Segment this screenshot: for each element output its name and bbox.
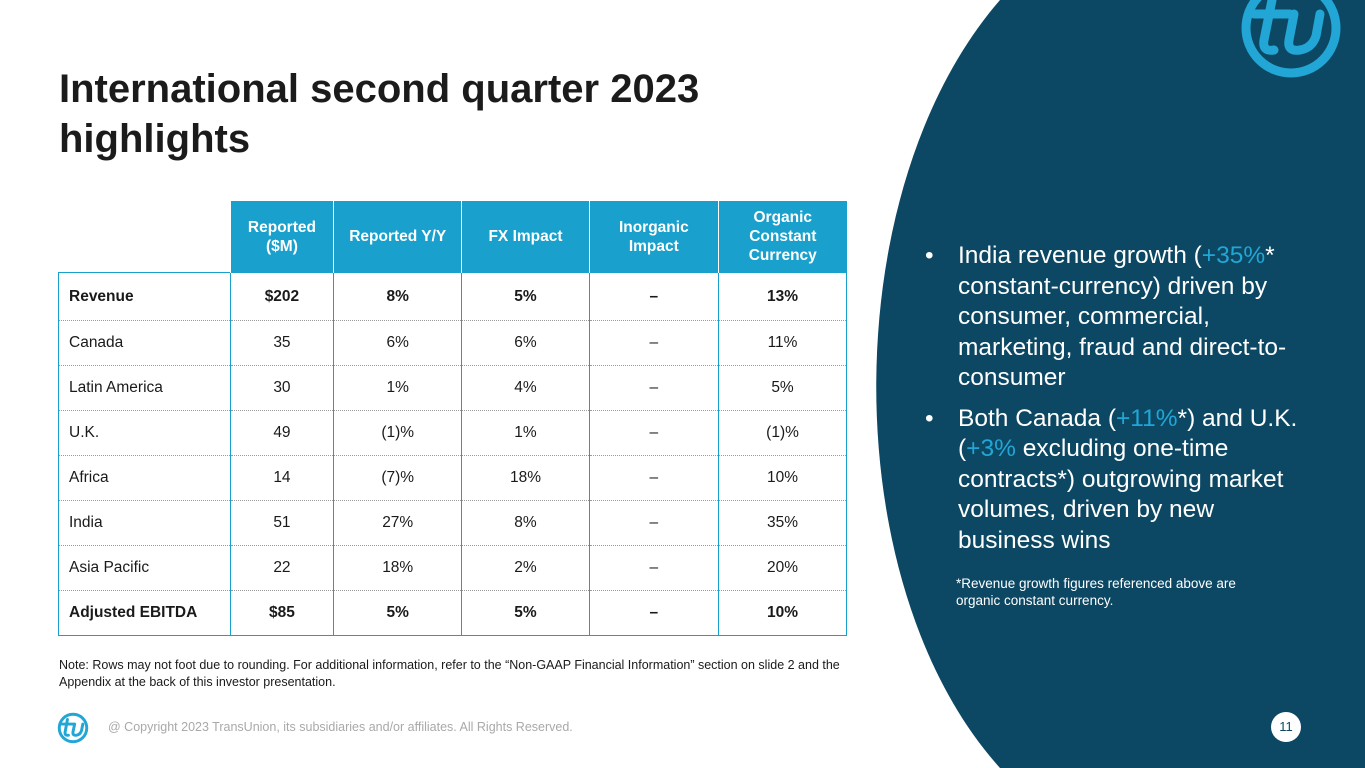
cell-inorganic-impact: – <box>588 365 719 411</box>
header-reported-yy: Reported Y/Y <box>333 201 462 273</box>
table-header-row: Reported ($M) Reported Y/Y FX Impact Ino… <box>58 201 847 273</box>
list-item: • India revenue growth (+35%* constant-c… <box>925 241 1315 394</box>
tu-logo-small-icon <box>57 712 89 744</box>
bullet-dot: • <box>925 404 934 432</box>
cell-reported-yy: 18% <box>333 545 462 591</box>
cell-reported-m: 49 <box>229 410 334 456</box>
bullet-text: * constant-currency) driven by consumer,… <box>958 242 1287 391</box>
bullet-text: *) and U.K. ( <box>958 404 1298 463</box>
cell-organic-cc: 13% <box>718 272 847 321</box>
bullet-text: India revenue growth ( <box>958 242 1202 269</box>
table-row: Africa 14 (7)% 18% – 10% <box>58 455 847 501</box>
cell-fx-impact: 2% <box>461 545 590 591</box>
cell-organic-cc: 10% <box>718 590 847 636</box>
cell-organic-cc: (1)% <box>718 410 847 456</box>
row-label: U.K. <box>58 410 231 456</box>
cell-organic-cc: 5% <box>718 365 847 411</box>
bullet-text: Both Canada ( <box>958 404 1116 432</box>
cell-fx-impact: 8% <box>461 500 590 546</box>
cell-reported-m: 35 <box>229 320 334 366</box>
cell-reported-yy: (1)% <box>333 410 462 456</box>
bullet-text: excluding one-time contracts*) outgrowin… <box>958 435 1284 554</box>
financial-table: Reported ($M) Reported Y/Y FX Impact Ino… <box>58 201 847 636</box>
cell-inorganic-impact: – <box>588 455 719 501</box>
highlight-value: +35% <box>1201 242 1266 269</box>
header-fx-impact: FX Impact <box>461 201 590 273</box>
row-label: Africa <box>58 455 231 501</box>
cell-reported-m: $85 <box>229 590 334 636</box>
table-row: U.K. 49 (1)% 1% – (1)% <box>58 410 847 456</box>
header-reported-m: Reported ($M) <box>229 201 334 273</box>
bullet-dot: • <box>925 242 934 269</box>
cell-organic-cc: 35% <box>718 500 847 546</box>
cell-fx-impact: 5% <box>461 272 590 321</box>
revenue-growth-footnote: *Revenue growth figures referenced above… <box>956 576 1236 608</box>
cell-reported-yy: 27% <box>333 500 462 546</box>
header-inorganic-impact: Inorganic Impact <box>588 201 719 273</box>
row-label: Asia Pacific <box>58 545 231 591</box>
list-item: • Both Canada (+11%*) and U.K. (+3% excl… <box>925 404 1315 557</box>
cell-fx-impact: 4% <box>461 365 590 411</box>
table-row: Adjusted EBITDA $85 5% 5% – 10% <box>58 590 847 636</box>
cell-organic-cc: 20% <box>718 545 847 591</box>
tu-logo-icon <box>1241 0 1341 78</box>
highlights-list: • India revenue growth (+35%* constant-c… <box>925 241 1315 566</box>
row-label: Canada <box>58 320 231 366</box>
row-label: Revenue <box>58 272 231 321</box>
cell-inorganic-impact: – <box>588 545 719 591</box>
footnote-rounding-note: Note: Rows may not foot due to rounding.… <box>59 658 840 689</box>
cell-reported-m: 22 <box>229 545 334 591</box>
cell-reported-yy: 1% <box>333 365 462 411</box>
cell-fx-impact: 1% <box>461 410 590 456</box>
table-row: Canada 35 6% 6% – 11% <box>58 320 847 366</box>
header-organic-cc: Organic Constant Currency <box>718 201 847 273</box>
cell-reported-yy: 8% <box>333 272 462 321</box>
cell-reported-yy: 5% <box>333 590 462 636</box>
cell-inorganic-impact: – <box>588 320 719 366</box>
highlight-value: +3% <box>966 435 1016 462</box>
header-blank-cell <box>58 201 231 273</box>
cell-fx-impact: 6% <box>461 320 590 366</box>
cell-fx-impact: 5% <box>461 590 590 636</box>
cell-reported-m: $202 <box>229 272 334 321</box>
cell-reported-m: 30 <box>229 365 334 411</box>
row-label: Latin America <box>58 365 231 411</box>
cell-reported-yy: 6% <box>333 320 462 366</box>
table-row: Asia Pacific 22 18% 2% – 20% <box>58 545 847 591</box>
cell-inorganic-impact: – <box>588 590 719 636</box>
table-row: India 51 27% 8% – 35% <box>58 500 847 546</box>
row-label: Adjusted EBITDA <box>58 590 231 636</box>
table-row: Revenue $202 8% 5% – 13% <box>58 272 847 321</box>
copyright-text: @ Copyright 2023 TransUnion, its subsidi… <box>108 720 573 734</box>
cell-reported-m: 51 <box>229 500 334 546</box>
cell-inorganic-impact: – <box>588 272 719 321</box>
cell-organic-cc: 10% <box>718 455 847 501</box>
highlight-value: +11% <box>1116 404 1178 432</box>
row-label: India <box>58 500 231 546</box>
table-row: Latin America 30 1% 4% – 5% <box>58 365 847 411</box>
slide-title: International second quarter 2023 highli… <box>59 67 700 161</box>
page-number: 11 <box>1271 712 1301 742</box>
cell-inorganic-impact: – <box>588 410 719 456</box>
cell-organic-cc: 11% <box>718 320 847 366</box>
cell-inorganic-impact: – <box>588 500 719 546</box>
cell-fx-impact: 18% <box>461 455 590 501</box>
cell-reported-yy: (7)% <box>333 455 462 501</box>
cell-reported-m: 14 <box>229 455 334 501</box>
